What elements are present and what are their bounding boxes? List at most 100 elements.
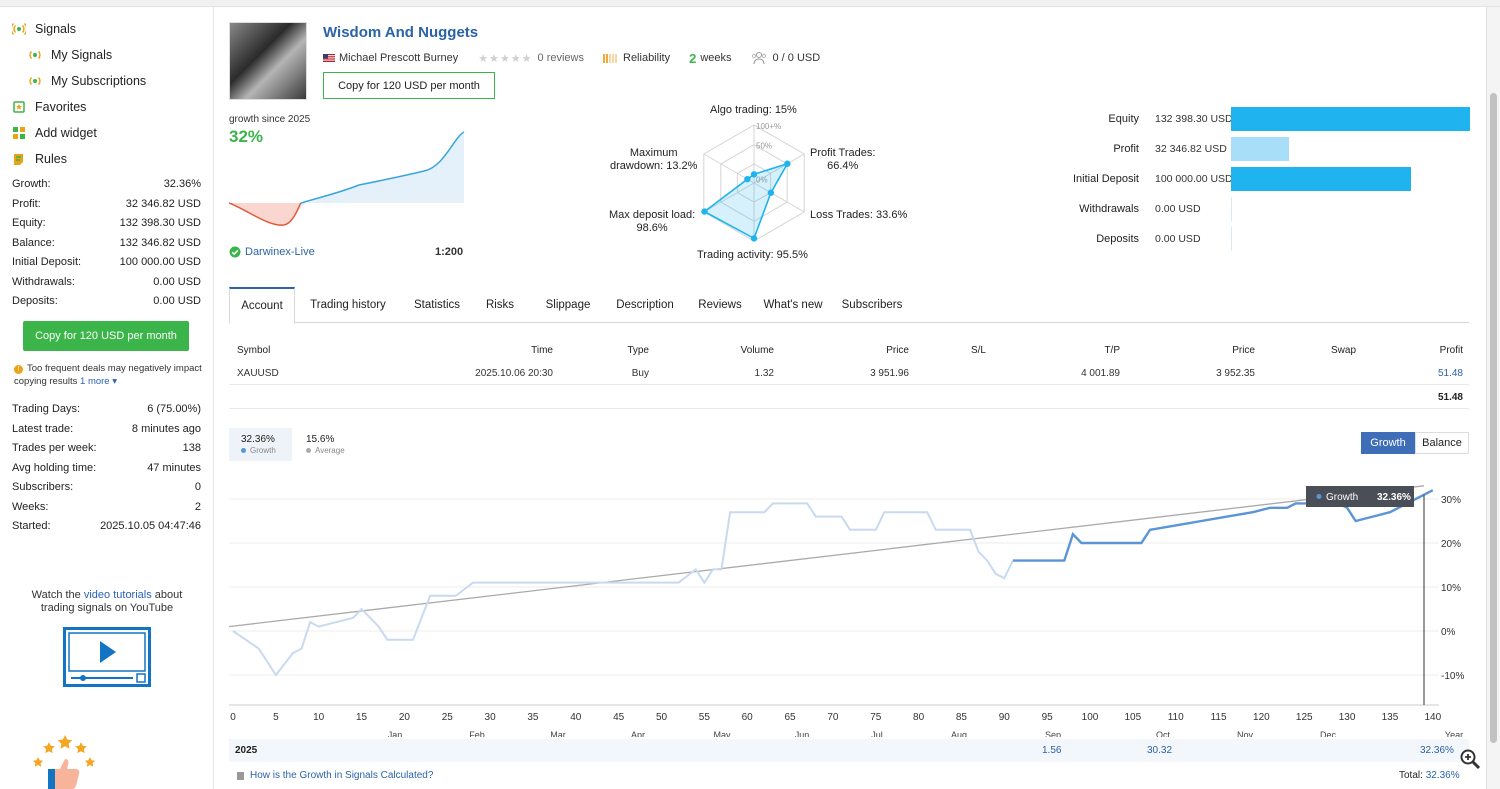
sidebar-item-signals[interactable]: Signals (12, 19, 76, 39)
growth-oct[interactable]: 30.32 (1147, 745, 1173, 756)
tab-subscribers[interactable]: Subscribers (841, 299, 903, 311)
x-tick-label: 20 (399, 712, 411, 723)
column-header: Symbol (237, 345, 271, 356)
table-cell: 3 951.96 (870, 368, 909, 379)
x-tick-label: 65 (784, 712, 796, 723)
toggle-balance-button[interactable]: Balance (1415, 432, 1469, 454)
stat-value: 0.00 USD (153, 295, 201, 307)
stat-label: Started: (12, 520, 51, 532)
mini-growth-chart (229, 131, 465, 226)
x-tick-label: 140 (1424, 712, 1441, 723)
sidebar-item-my-subscriptions[interactable]: My Subscriptions (28, 71, 146, 91)
stat-row: Started: 2025.10.05 04:47:46 (12, 519, 201, 533)
month-label: Oct (1156, 730, 1171, 737)
positions-table-header: Symbol Time Type Volume Price S/L T/P Price Swap… (229, 339, 1469, 362)
signal-icon (12, 23, 26, 35)
tab-what-s-new[interactable]: What's new (763, 299, 823, 311)
video-tutorials-text: Watch the video tutorials about trading … (14, 589, 200, 615)
window-top-strip (0, 0, 1500, 7)
bookmark-icon (13, 101, 25, 113)
stat-value: 138 (182, 442, 201, 454)
column-header: Swap (1330, 345, 1356, 356)
sidebar-item-rules[interactable]: Rules (12, 149, 67, 169)
legend-average-value: 15.6% (306, 434, 335, 445)
tooltip-label: Growth (1326, 492, 1358, 503)
sidebar-item-favorites[interactable]: Favorites (12, 97, 86, 117)
scrollbar-thumb[interactable] (1490, 93, 1497, 743)
radar-point-activity (750, 235, 758, 242)
stat-label: Avg holding time: (12, 461, 97, 474)
signal-icon (29, 77, 41, 85)
tab-statistics[interactable]: Statistics (413, 299, 460, 311)
stat-row: Subscribers: 0 (12, 480, 201, 494)
month-label: Sep (1045, 730, 1061, 737)
page-scrollbar[interactable] (1486, 7, 1500, 789)
reliability-label[interactable]: Reliability (623, 52, 671, 64)
zoom-in-icon[interactable] (1459, 748, 1481, 770)
tab-account[interactable]: Account (229, 287, 295, 324)
stat-row: Initial Deposit: 100 000.00 USD (12, 255, 201, 269)
warning-more-link[interactable]: 1 more ▾ (80, 376, 118, 387)
stat-value: 32 346.82 USD (125, 197, 201, 210)
legend-growth[interactable]: 32.36% Growth (229, 428, 292, 461)
balance-bar-row: Deposits 0.00 USD (1039, 227, 1232, 251)
table-cell[interactable]: 51.48 (1437, 368, 1463, 379)
column-header: Profit (1439, 345, 1463, 356)
stat-row: Weeks: 2 (12, 500, 201, 514)
author-name[interactable]: Michael Prescott Burney (339, 52, 459, 64)
stat-label: Profit: (12, 197, 41, 210)
average-trend-line (229, 485, 1425, 628)
tab-trading-history[interactable]: Trading history (310, 299, 386, 311)
x-tick-label: 5 (273, 712, 279, 723)
reviews-count[interactable]: 0 reviews (537, 52, 584, 64)
radar-axis (753, 182, 805, 213)
table-cell: 3 952.35 (1216, 368, 1255, 379)
radar-label-activity: Trading activity: 95.5% (697, 249, 808, 261)
video-player-icon[interactable] (63, 627, 151, 687)
balance-bar (1231, 197, 1232, 221)
tab-slippage[interactable]: Slippage (545, 299, 591, 311)
radar-label-profit-trades: Profit Trades: 66.4% (810, 147, 876, 172)
x-tick-label: 70 (827, 712, 839, 723)
y-tick-label: 10% (1441, 583, 1461, 594)
balance-bar-label: Profit (1113, 143, 1139, 155)
sidebar-item-add-widget[interactable]: Add widget (12, 123, 97, 143)
broker-server[interactable]: Darwinex-Live (229, 246, 315, 258)
video-tutorials-link[interactable]: video tutorials (83, 589, 152, 601)
sidebar-item-label: Signals (35, 22, 76, 36)
growth-chart: Growth 32.36% 30% 20% 10% 0% -10% 0 5 10 15 20 25 30 3… (229, 485, 1464, 737)
author-avatar[interactable] (229, 22, 307, 100)
legend-average[interactable]: 15.6% Average (294, 428, 364, 461)
widget-icon (13, 127, 25, 139)
sidebar-item-my-signals[interactable]: My Signals (28, 45, 112, 65)
balance-bar-value: 0.00 USD (1155, 233, 1201, 245)
signal-title[interactable]: Wisdom And Nuggets (323, 24, 479, 41)
x-tick-label: 125 (1296, 712, 1313, 723)
table-row[interactable]: XAUUSD 2025.10.06 20:30 Buy 1.32 3 951.96 4 0… (229, 362, 1469, 385)
toggle-growth-button[interactable]: Growth (1361, 432, 1415, 454)
column-header: Volume (740, 345, 774, 356)
balance-bar (1231, 137, 1289, 161)
positions-total: 51.48 (1437, 392, 1463, 403)
tab-reviews[interactable]: Reviews (698, 299, 742, 311)
tab-risks[interactable]: Risks (485, 299, 515, 311)
copy-subscribe-button-top[interactable]: Copy for 120 USD per month (323, 72, 495, 99)
growth-year[interactable]: 32.36% (1420, 745, 1454, 756)
document-icon (237, 771, 244, 780)
positions-total-row: 51.48 (229, 386, 1469, 409)
weeks-count: 2 (689, 50, 697, 66)
year-label: 2025 (235, 745, 258, 756)
star-rating-icon: ★★★★★ (478, 52, 533, 65)
legend-average-label: Average (315, 446, 345, 455)
copy-subscribe-button[interactable]: Copy for 120 USD per month (23, 321, 189, 351)
x-tick-label: 25 (442, 712, 454, 723)
growth-sep[interactable]: 1.56 (1042, 745, 1062, 756)
month-label: Aug (951, 730, 967, 737)
growth-calc-help-link[interactable]: How is the Growth in Signals Calculated? (237, 770, 433, 781)
column-header: Price (1232, 345, 1255, 356)
tab-description[interactable]: Description (616, 299, 674, 311)
balance-bar-label: Equity (1108, 113, 1139, 125)
balance-bar-label: Withdrawals (1079, 203, 1139, 215)
x-tick-label: 10 (313, 712, 325, 723)
stat-label: Weeks: (12, 500, 49, 513)
